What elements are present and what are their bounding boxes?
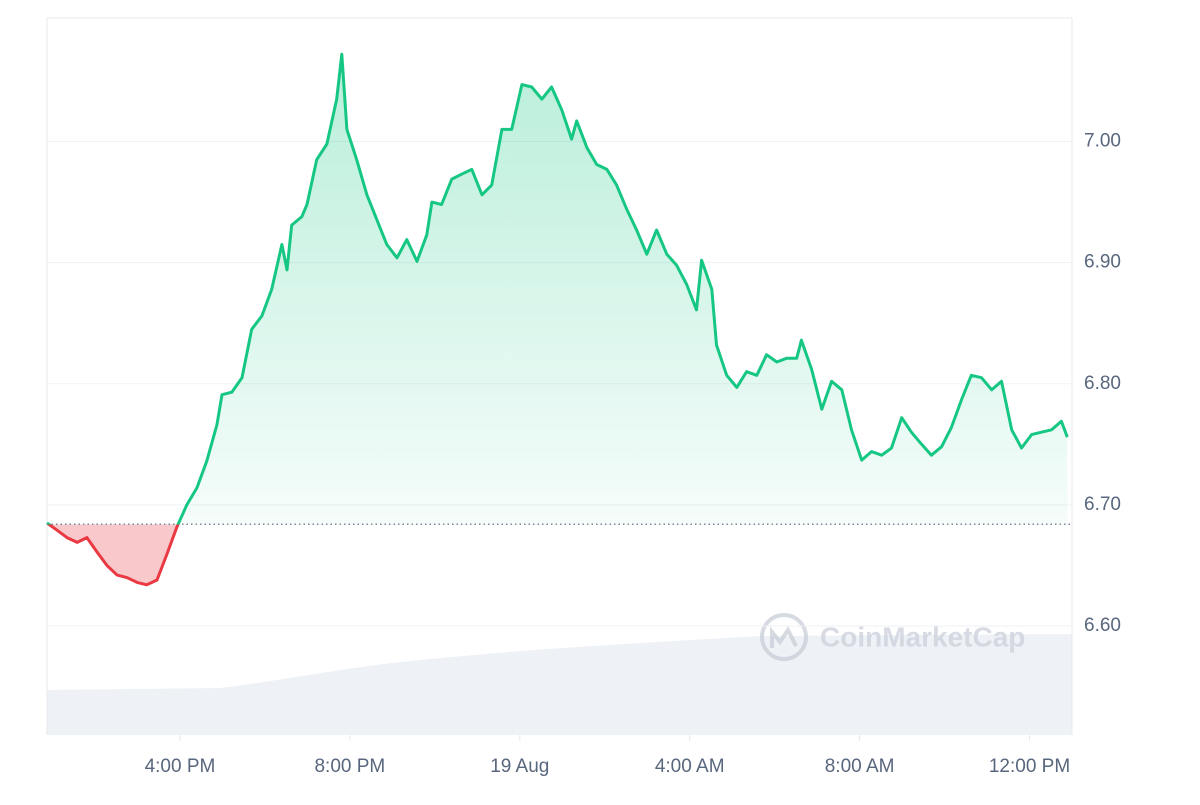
price-line bbox=[46, 52, 1069, 587]
volume-area bbox=[47, 634, 1072, 735]
y-tick-label: 6.80 bbox=[1084, 373, 1121, 394]
area-fill bbox=[47, 54, 1068, 585]
x-tick-label: 19 Aug bbox=[490, 756, 549, 777]
x-tick-label: 4:00 AM bbox=[655, 756, 725, 777]
y-tick-label: 6.70 bbox=[1084, 494, 1121, 515]
x-tick-label: 12:00 PM bbox=[989, 756, 1070, 777]
watermark: CoinMarketCap bbox=[760, 613, 1025, 661]
x-tick-label: 8:00 AM bbox=[825, 756, 895, 777]
plot-layer bbox=[46, 52, 1072, 587]
y-tick-label: 6.60 bbox=[1084, 615, 1121, 636]
watermark-text: CoinMarketCap bbox=[820, 621, 1025, 652]
label-layer: 6.60 6.70 6.80 6.90 7.00 4:00 PM 8:00 PM 19 Aug… bbox=[145, 131, 1121, 777]
watermark-logo bbox=[760, 613, 808, 661]
y-tick-label: 6.90 bbox=[1084, 252, 1121, 273]
watermark-logo-mark bbox=[770, 626, 798, 648]
x-tick-label: 4:00 PM bbox=[145, 756, 216, 777]
x-tick-label: 8:00 PM bbox=[314, 756, 385, 777]
y-tick-label: 7.00 bbox=[1084, 131, 1121, 152]
